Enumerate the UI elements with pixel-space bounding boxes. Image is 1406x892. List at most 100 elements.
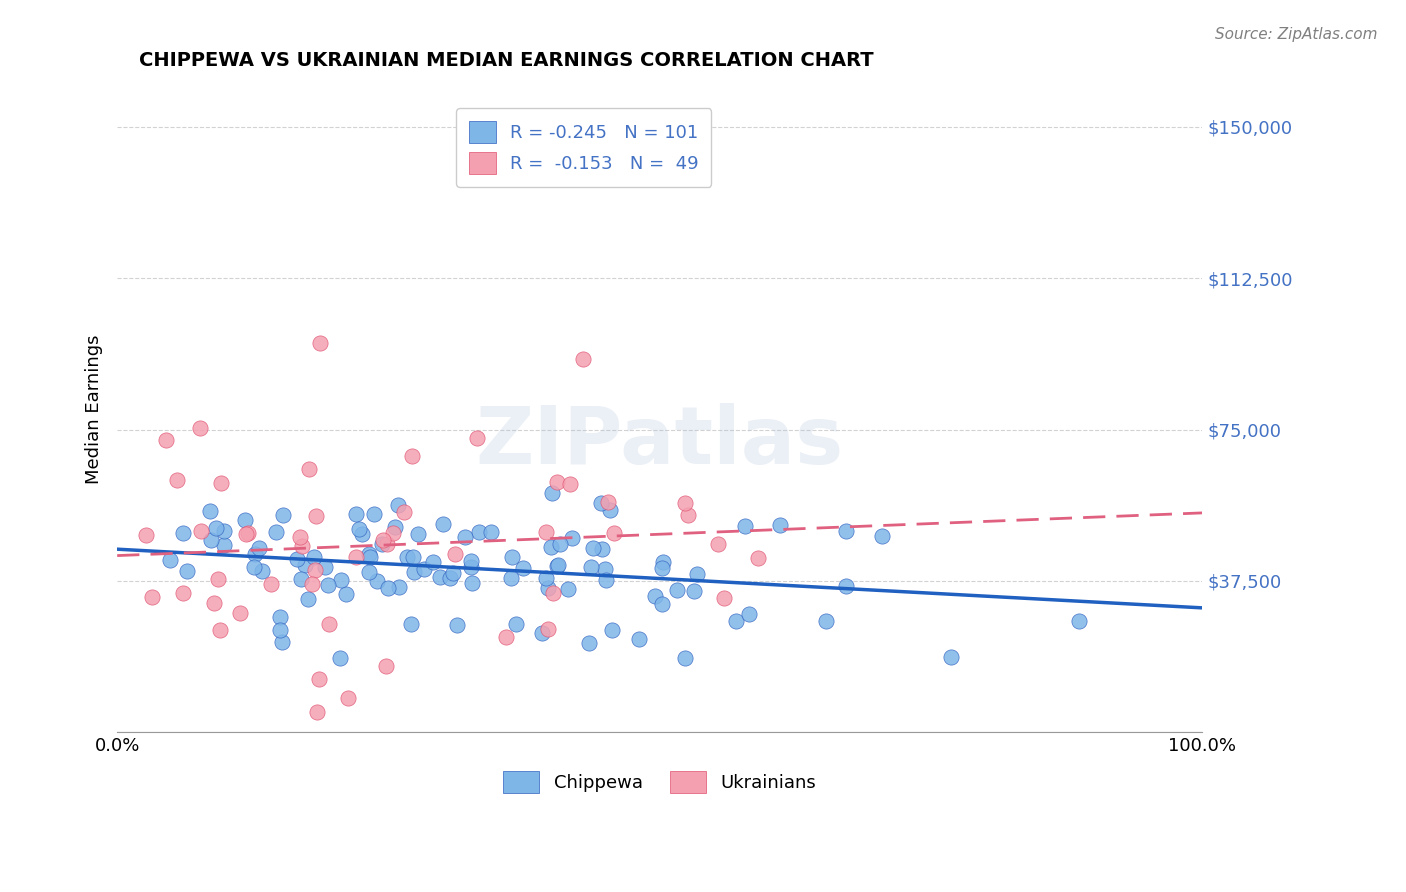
Point: [454, 530, 477, 544]
Point: [939, 650, 962, 665]
Point: [724, 614, 747, 628]
Point: [467, 524, 489, 539]
Point: [505, 617, 527, 632]
Point: [176, 564, 198, 578]
Point: [541, 585, 564, 599]
Point: [686, 566, 709, 581]
Point: [652, 555, 675, 569]
Point: [316, 578, 339, 592]
Point: [212, 524, 235, 538]
Point: [344, 549, 367, 564]
Point: [499, 572, 522, 586]
Point: [370, 536, 392, 550]
Point: [682, 584, 704, 599]
Point: [141, 590, 163, 604]
Point: [297, 592, 319, 607]
Point: [815, 614, 838, 628]
Point: [591, 542, 613, 557]
Point: [309, 336, 332, 351]
Point: [676, 508, 699, 522]
Point: [627, 632, 650, 646]
Point: [598, 494, 620, 508]
Point: [250, 564, 273, 578]
Point: [560, 477, 582, 491]
Point: [769, 518, 792, 533]
Point: [336, 691, 359, 706]
Point: [270, 634, 292, 648]
Point: [305, 705, 328, 719]
Point: [229, 606, 252, 620]
Point: [190, 524, 212, 538]
Point: [461, 576, 484, 591]
Point: [392, 505, 415, 519]
Point: [359, 547, 381, 561]
Point: [301, 577, 323, 591]
Point: [546, 475, 568, 489]
Point: [159, 553, 181, 567]
Point: [344, 507, 367, 521]
Point: [595, 562, 617, 576]
Point: [298, 461, 321, 475]
Point: [294, 558, 316, 573]
Point: [363, 508, 385, 522]
Point: [235, 527, 257, 541]
Point: [541, 486, 564, 500]
Point: [371, 533, 394, 548]
Point: [304, 550, 326, 565]
Point: [546, 558, 568, 573]
Point: [441, 566, 464, 581]
Point: [1067, 615, 1090, 629]
Point: [673, 651, 696, 665]
Point: [290, 572, 312, 586]
Point: [212, 538, 235, 552]
Point: [548, 537, 571, 551]
Point: [406, 527, 429, 541]
Point: [350, 527, 373, 541]
Point: [446, 618, 468, 632]
Point: [439, 571, 461, 585]
Legend: Chippewa, Ukrainians: Chippewa, Ukrainians: [496, 764, 824, 801]
Point: [599, 503, 621, 517]
Point: [375, 537, 398, 551]
Point: [318, 617, 340, 632]
Text: ZIPatlas: ZIPatlas: [475, 402, 844, 481]
Point: [432, 516, 454, 531]
Point: [651, 597, 673, 611]
Point: [465, 431, 488, 445]
Point: [387, 498, 409, 512]
Point: [395, 549, 418, 564]
Point: [734, 519, 756, 533]
Point: [238, 525, 260, 540]
Point: [429, 570, 451, 584]
Point: [557, 582, 579, 596]
Point: [460, 560, 482, 574]
Point: [172, 525, 194, 540]
Point: [707, 537, 730, 551]
Point: [547, 558, 569, 572]
Point: [329, 651, 352, 665]
Point: [644, 589, 666, 603]
Point: [285, 552, 308, 566]
Point: [381, 525, 404, 540]
Point: [166, 473, 188, 487]
Point: [202, 595, 225, 609]
Point: [200, 533, 222, 548]
Point: [591, 496, 613, 510]
Point: [207, 572, 229, 586]
Text: Source: ZipAtlas.com: Source: ZipAtlas.com: [1215, 27, 1378, 42]
Point: [534, 571, 557, 585]
Point: [530, 626, 553, 640]
Point: [375, 659, 398, 673]
Point: [534, 524, 557, 539]
Point: [266, 524, 288, 539]
Point: [666, 582, 689, 597]
Point: [335, 587, 357, 601]
Point: [595, 574, 617, 588]
Point: [444, 547, 467, 561]
Point: [600, 623, 623, 637]
Point: [314, 560, 336, 574]
Point: [713, 591, 735, 605]
Point: [366, 574, 388, 589]
Point: [578, 635, 600, 649]
Point: [870, 529, 893, 543]
